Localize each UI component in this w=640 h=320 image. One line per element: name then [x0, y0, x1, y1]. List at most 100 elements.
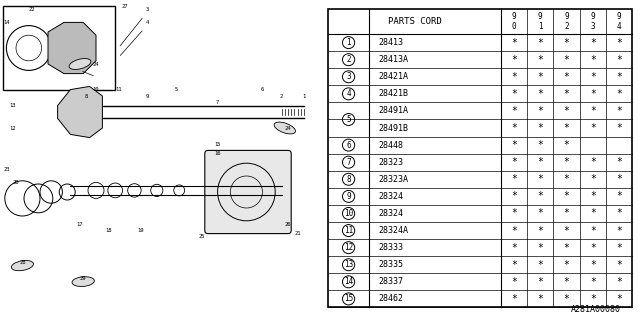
- Text: 13: 13: [10, 103, 16, 108]
- Text: 19: 19: [138, 228, 144, 233]
- Text: 28421B: 28421B: [378, 89, 408, 98]
- Text: 2: 2: [346, 55, 351, 64]
- Text: 9
1: 9 1: [538, 12, 543, 31]
- Text: *: *: [564, 294, 570, 304]
- Text: 24: 24: [93, 61, 99, 67]
- Text: *: *: [564, 174, 570, 184]
- Text: 6: 6: [346, 140, 351, 150]
- Text: *: *: [564, 226, 570, 236]
- Text: *: *: [564, 277, 570, 287]
- Text: 1: 1: [346, 38, 351, 47]
- Text: *: *: [564, 260, 570, 270]
- Text: *: *: [590, 72, 596, 82]
- Text: *: *: [511, 294, 516, 304]
- Text: 10: 10: [93, 87, 99, 92]
- Text: *: *: [511, 243, 516, 253]
- Text: *: *: [616, 157, 622, 167]
- Text: 28: 28: [19, 260, 26, 265]
- Text: 3: 3: [145, 7, 149, 12]
- Text: 28337: 28337: [378, 277, 403, 286]
- Text: 2: 2: [280, 93, 284, 99]
- Text: *: *: [564, 55, 570, 65]
- Text: 28324A: 28324A: [378, 226, 408, 235]
- Text: 18: 18: [106, 228, 112, 233]
- Text: *: *: [564, 157, 570, 167]
- Text: 7: 7: [346, 158, 351, 167]
- Text: 5: 5: [346, 115, 351, 124]
- Polygon shape: [58, 86, 102, 138]
- Text: 28413: 28413: [378, 38, 403, 47]
- Text: *: *: [511, 72, 516, 82]
- Text: *: *: [511, 89, 516, 99]
- Text: *: *: [590, 226, 596, 236]
- Text: *: *: [564, 72, 570, 82]
- Text: 9: 9: [346, 192, 351, 201]
- Text: 22: 22: [29, 7, 35, 12]
- Text: 11: 11: [115, 87, 122, 92]
- Ellipse shape: [12, 260, 33, 271]
- Text: 10: 10: [344, 209, 353, 218]
- Text: 4: 4: [145, 20, 149, 25]
- Text: *: *: [537, 157, 543, 167]
- Text: 25: 25: [198, 234, 205, 239]
- Text: 14: 14: [344, 277, 353, 286]
- Text: *: *: [511, 140, 516, 150]
- Text: *: *: [616, 191, 622, 201]
- Text: *: *: [537, 37, 543, 48]
- Text: *: *: [537, 208, 543, 219]
- Text: 24: 24: [285, 125, 291, 131]
- Text: *: *: [590, 37, 596, 48]
- Text: *: *: [590, 208, 596, 219]
- Text: 15: 15: [214, 141, 221, 147]
- Text: *: *: [511, 37, 516, 48]
- Text: *: *: [616, 55, 622, 65]
- Text: *: *: [616, 226, 622, 236]
- Text: *: *: [537, 72, 543, 82]
- Text: *: *: [511, 106, 516, 116]
- Text: 9
4: 9 4: [617, 12, 621, 31]
- Text: *: *: [537, 277, 543, 287]
- Text: *: *: [537, 55, 543, 65]
- Text: *: *: [616, 260, 622, 270]
- Text: *: *: [616, 106, 622, 116]
- Text: *: *: [511, 226, 516, 236]
- Text: *: *: [537, 89, 543, 99]
- Text: *: *: [564, 243, 570, 253]
- Text: 23: 23: [3, 167, 10, 172]
- Text: *: *: [616, 277, 622, 287]
- Text: *: *: [511, 208, 516, 219]
- Text: A281A00080: A281A00080: [571, 305, 621, 314]
- Text: *: *: [564, 37, 570, 48]
- Text: 28333: 28333: [378, 243, 403, 252]
- Text: 28448: 28448: [378, 140, 403, 150]
- Text: *: *: [590, 260, 596, 270]
- FancyBboxPatch shape: [205, 150, 291, 234]
- Text: 8: 8: [346, 175, 351, 184]
- Text: 3: 3: [346, 72, 351, 81]
- Text: 28324: 28324: [378, 192, 403, 201]
- Text: *: *: [590, 243, 596, 253]
- Text: 16: 16: [214, 151, 221, 156]
- Text: *: *: [511, 191, 516, 201]
- Text: 28491B: 28491B: [378, 124, 408, 132]
- Text: 9: 9: [145, 93, 149, 99]
- Text: *: *: [511, 123, 516, 133]
- Text: *: *: [537, 123, 543, 133]
- Text: 12: 12: [344, 243, 353, 252]
- FancyBboxPatch shape: [3, 6, 115, 90]
- Text: 7: 7: [216, 100, 220, 105]
- Text: *: *: [564, 140, 570, 150]
- Text: *: *: [537, 294, 543, 304]
- Text: 1: 1: [302, 93, 306, 99]
- Text: 6: 6: [260, 87, 264, 92]
- Text: *: *: [537, 140, 543, 150]
- Text: *: *: [511, 55, 516, 65]
- Text: 21: 21: [294, 231, 301, 236]
- Text: 28421A: 28421A: [378, 72, 408, 81]
- Text: 28462: 28462: [378, 294, 403, 303]
- Text: 5: 5: [174, 87, 178, 92]
- Text: *: *: [537, 174, 543, 184]
- Text: *: *: [564, 123, 570, 133]
- Text: 11: 11: [344, 226, 353, 235]
- Text: *: *: [616, 72, 622, 82]
